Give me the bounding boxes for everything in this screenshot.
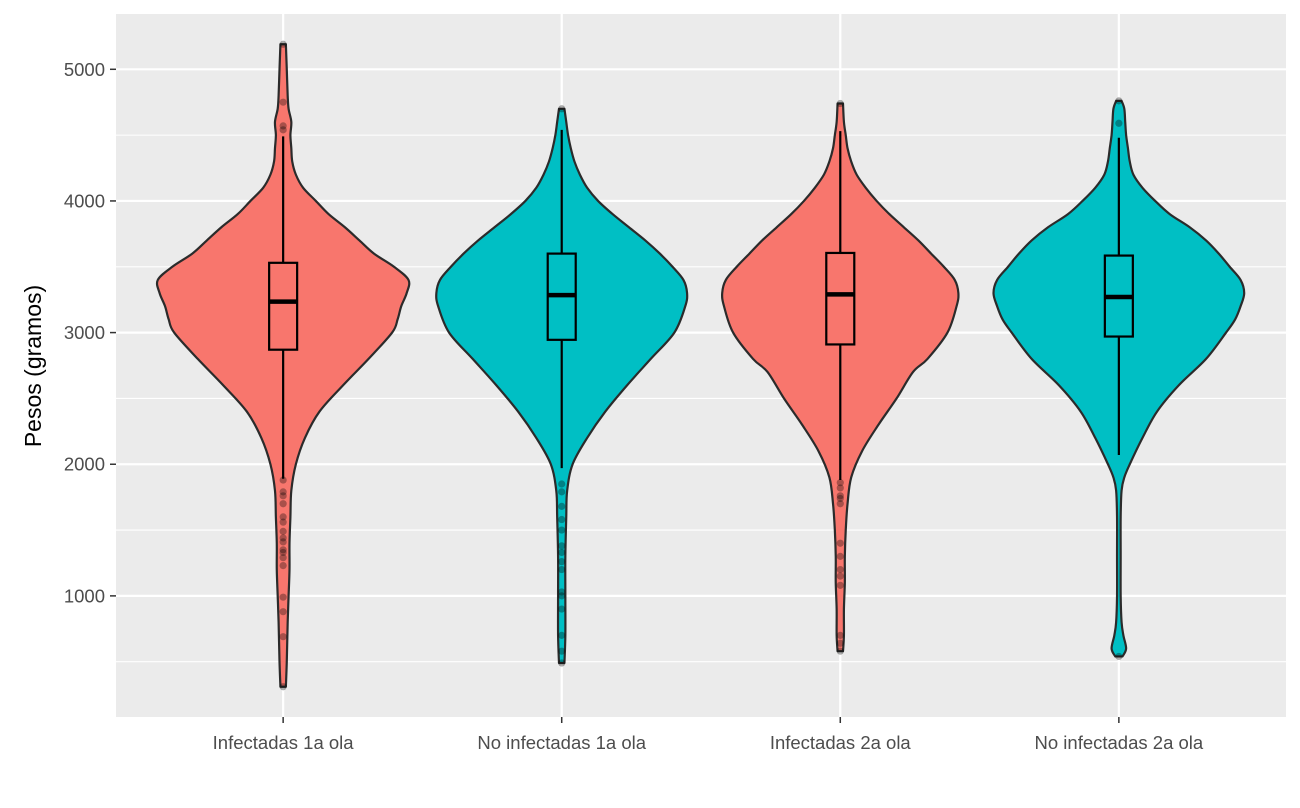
outlier-point — [836, 647, 844, 655]
outlier-point — [279, 513, 287, 521]
x-tick-label: Infectadas 2a ola — [770, 732, 912, 753]
outlier-point — [558, 659, 566, 667]
outlier-point — [558, 558, 566, 566]
outlier-point — [836, 484, 844, 492]
outlier-point — [279, 534, 287, 542]
outlier-point — [279, 562, 287, 570]
outlier-point — [279, 40, 287, 48]
outlier-point — [558, 588, 566, 596]
outlier-point — [1115, 652, 1123, 661]
outlier-point — [836, 639, 844, 647]
outlier-point — [279, 488, 287, 496]
y-tick-label: 1000 — [64, 585, 105, 606]
outlier-point — [836, 631, 844, 639]
y-axis-title: Pesos (gramos) — [20, 285, 46, 447]
x-tick-label: Infectadas 1a ola — [213, 732, 355, 753]
outlier-point — [558, 526, 566, 534]
outlier-point — [558, 548, 566, 557]
outlier-point — [279, 98, 287, 106]
outlier-point — [558, 515, 566, 524]
outlier-point — [558, 480, 566, 488]
violin-group — [992, 97, 1246, 661]
outlier-point — [279, 633, 287, 641]
outlier-point — [279, 546, 287, 554]
outlier-point — [1115, 97, 1123, 105]
outlier-point — [836, 500, 844, 508]
violins — [155, 40, 1246, 691]
outlier-point — [279, 554, 287, 562]
outlier-point — [836, 552, 844, 560]
outlier-point — [836, 572, 844, 580]
x-tick-label: No infectadas 1a ola — [477, 732, 646, 753]
outlier-point — [558, 502, 566, 510]
outlier-point — [558, 592, 566, 600]
outlier-point — [558, 542, 566, 550]
outlier-point — [279, 527, 287, 535]
outlier-point — [279, 593, 287, 601]
outlier-point — [279, 518, 287, 526]
outlier-point — [558, 605, 566, 613]
outlier-point — [558, 631, 566, 639]
outlier-point — [279, 548, 287, 557]
outlier-point — [279, 500, 287, 508]
outlier-point — [279, 538, 287, 546]
outlier-point — [836, 565, 844, 574]
outlier-point — [836, 492, 844, 500]
outlier-point — [558, 565, 566, 574]
outlier-point — [279, 122, 287, 130]
outlier-point — [836, 479, 844, 487]
y-tick-label: 3000 — [64, 322, 105, 343]
outlier-point — [279, 683, 287, 691]
outlier-point — [279, 126, 287, 134]
outlier-point — [836, 99, 844, 108]
outlier-point — [279, 476, 287, 484]
x-tick-label: No infectadas 2a ola — [1035, 732, 1204, 753]
violin-group — [720, 99, 960, 655]
outlier-point — [279, 492, 287, 500]
iqr-box — [268, 261, 299, 351]
outlier-point — [558, 105, 566, 113]
outlier-point — [836, 539, 844, 547]
outlier-point — [279, 608, 287, 616]
outlier-point — [836, 494, 844, 503]
iqr-box — [825, 251, 856, 346]
violin-group — [155, 40, 411, 691]
x-axis: Infectadas 1a ola No infectadas 1a ola Inf… — [213, 717, 1204, 753]
outlier-point — [836, 581, 844, 589]
y-axis: 1000 2000 3000 4000 5000 — [64, 59, 116, 606]
outlier-point — [558, 647, 566, 655]
y-tick-label: 2000 — [64, 454, 105, 475]
y-tick-label: 5000 — [64, 59, 105, 80]
outlier-point — [1115, 119, 1123, 127]
y-tick-label: 4000 — [64, 190, 105, 211]
violin-group — [435, 105, 689, 667]
outlier-point — [558, 488, 566, 496]
